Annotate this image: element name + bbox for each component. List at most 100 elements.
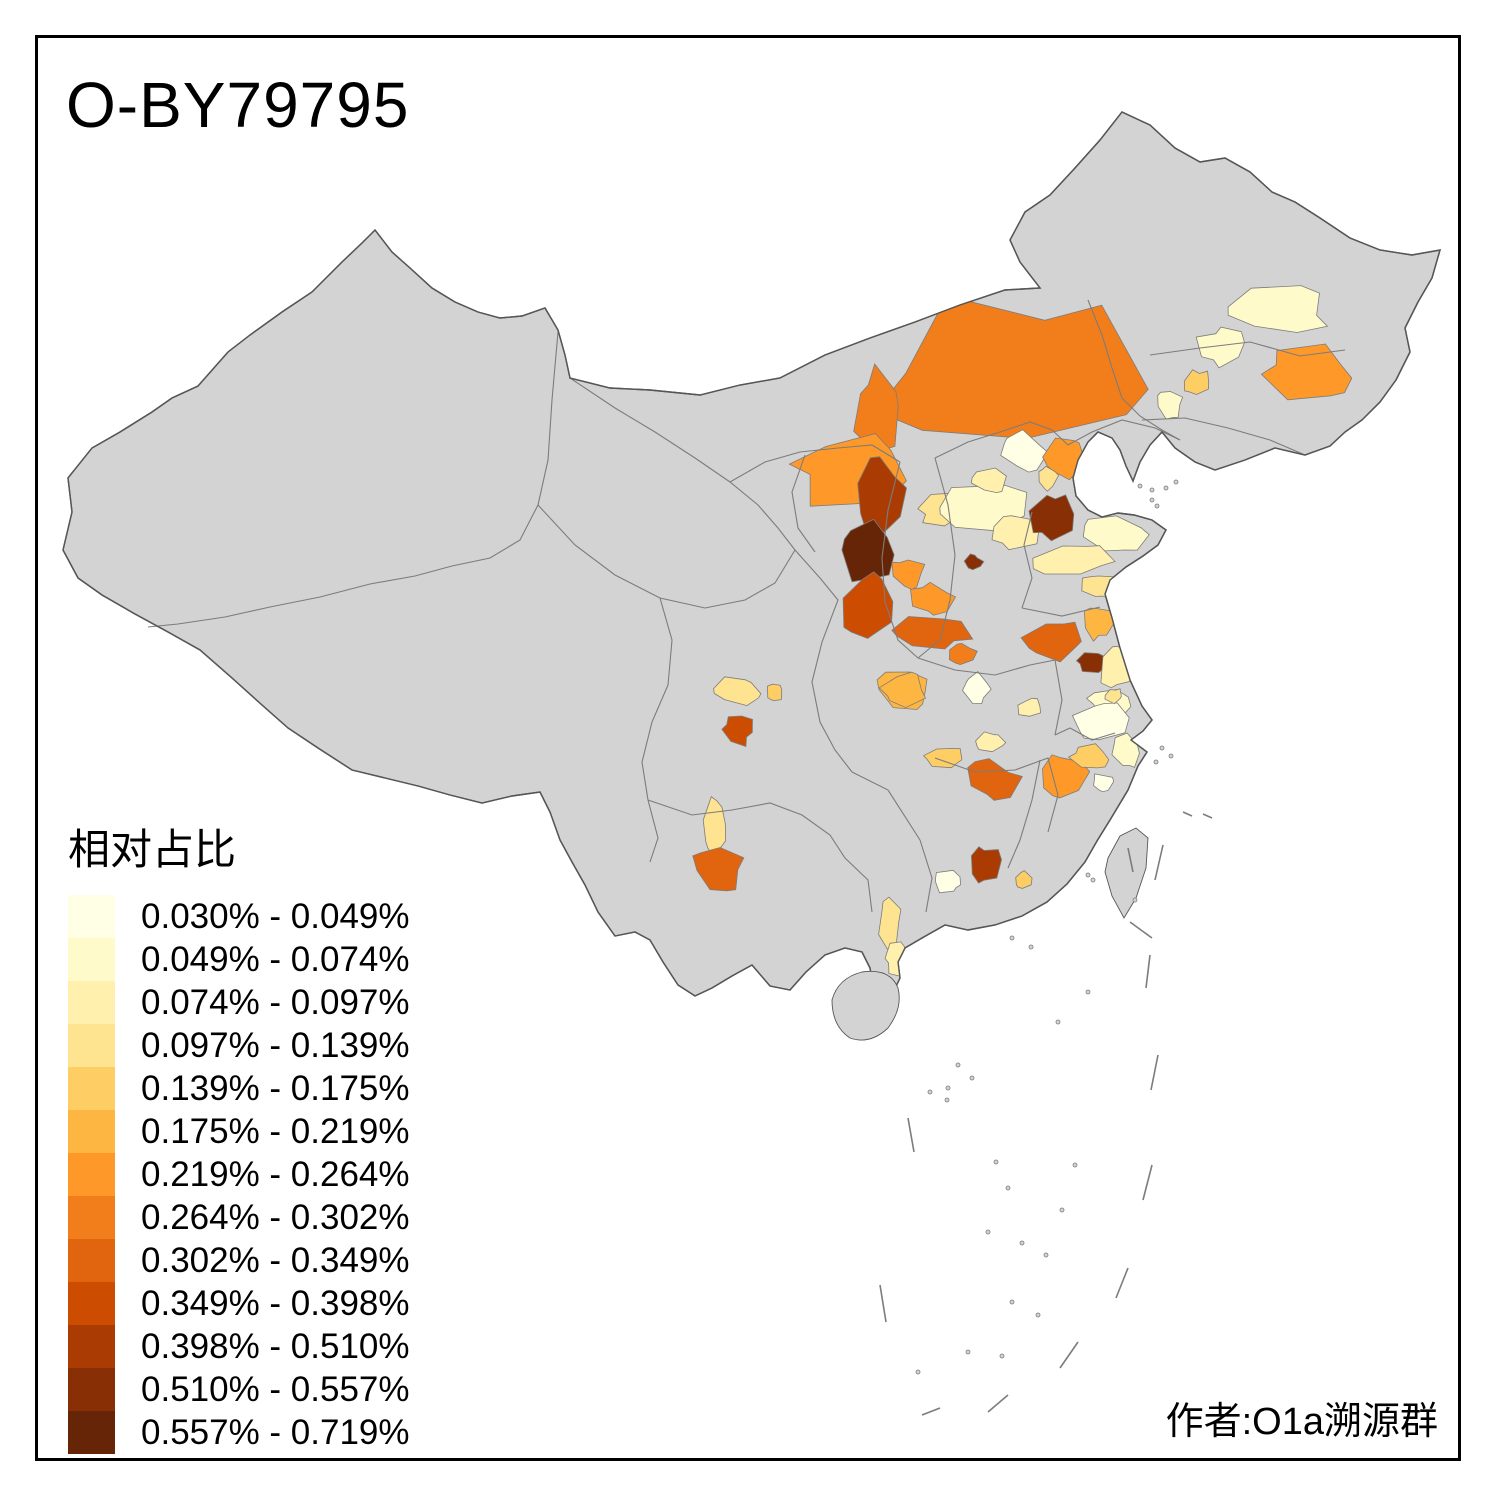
map-region	[766, 683, 783, 701]
legend-swatch	[68, 1110, 115, 1153]
choropleth-regions	[692, 285, 1353, 977]
map-region	[1082, 515, 1150, 552]
islet-dot	[1009, 935, 1015, 941]
legend-label: 0.074% - 0.097%	[141, 982, 410, 1022]
map-region	[1227, 285, 1329, 333]
map-region	[1081, 575, 1121, 598]
map-region	[1042, 754, 1091, 799]
islet-dot	[1173, 479, 1179, 485]
legend-item: 0.097% - 0.139%	[68, 1024, 410, 1067]
map-region	[1038, 465, 1060, 492]
islet-dot	[1019, 1240, 1025, 1246]
map-region	[692, 847, 745, 892]
legend-item: 0.074% - 0.097%	[68, 981, 410, 1024]
legend-label: 0.049% - 0.074%	[141, 939, 410, 979]
islands	[831, 827, 1149, 1041]
legend-item: 0.139% - 0.175%	[68, 1067, 410, 1110]
legend-swatch	[68, 1067, 115, 1110]
legend-swatch	[68, 1411, 115, 1454]
legend-label: 0.097% - 0.139%	[141, 1025, 410, 1065]
map-region	[934, 869, 962, 894]
islet-dot	[1085, 872, 1091, 878]
islet-dot	[1090, 877, 1096, 883]
islet-dot	[1028, 944, 1034, 950]
legend-item: 0.175% - 0.219%	[68, 1110, 410, 1153]
map-region	[991, 515, 1040, 551]
legend-label: 0.139% - 0.175%	[141, 1068, 410, 1108]
islet-dot	[1009, 1299, 1015, 1305]
map-region	[975, 731, 1007, 753]
legend-item: 0.349% - 0.398%	[68, 1282, 410, 1325]
legend-item: 0.510% - 0.557%	[68, 1368, 410, 1411]
islet-dot	[945, 1085, 951, 1091]
islet-dot	[944, 1097, 950, 1103]
legend-swatch	[68, 1282, 115, 1325]
legend-item: 0.302% - 0.349%	[68, 1239, 410, 1282]
legend-label: 0.398% - 0.510%	[141, 1326, 410, 1366]
islet-dot	[1149, 487, 1155, 493]
legend-title: 相对占比	[68, 826, 237, 873]
legend-item: 0.557% - 0.719%	[68, 1411, 410, 1454]
legend-label: 0.557% - 0.719%	[141, 1412, 410, 1452]
islet-dot	[985, 1229, 991, 1235]
islet-dot	[1035, 1312, 1041, 1318]
map-region	[1067, 743, 1110, 769]
map-region	[1032, 545, 1116, 575]
legend-label: 0.219% - 0.264%	[141, 1154, 410, 1194]
legend-swatch	[68, 1196, 115, 1239]
islet-dot	[1159, 745, 1165, 751]
legend-label: 0.349% - 0.398%	[141, 1283, 410, 1323]
map-region	[1104, 688, 1122, 705]
page-title: O-BY79795	[66, 69, 410, 141]
map-region	[1015, 870, 1033, 889]
legend-swatch	[68, 1368, 115, 1411]
map-region	[1183, 369, 1210, 395]
map-region	[1017, 697, 1042, 717]
map-region	[721, 715, 753, 748]
legend-swatch	[68, 1325, 115, 1368]
legend-swatch	[68, 981, 115, 1024]
legend-item: 0.264% - 0.302%	[68, 1196, 410, 1239]
legend-label: 0.264% - 0.302%	[141, 1197, 410, 1237]
islet-dot	[1137, 483, 1143, 489]
map-region	[970, 846, 1002, 884]
legend-item: 0.398% - 0.510%	[68, 1325, 410, 1368]
legend-rows: 0.030% - 0.049% 0.049% - 0.074% 0.074% - 0…	[68, 895, 410, 1454]
islet-dot	[1132, 897, 1138, 903]
map-region	[948, 642, 978, 666]
islet-dot	[965, 1349, 971, 1355]
islet-dot	[1149, 497, 1155, 503]
map-region	[967, 758, 1023, 801]
map-region	[842, 571, 894, 639]
islet-dot	[1059, 1207, 1065, 1213]
islet-dot	[1168, 753, 1174, 759]
map-region	[1093, 773, 1115, 793]
islet-dot	[955, 1062, 961, 1068]
map-region	[1260, 343, 1353, 401]
legend-swatch	[68, 1024, 115, 1067]
hainan-island	[831, 970, 900, 1041]
islet-dot	[1043, 1252, 1049, 1258]
islet-dot	[1153, 759, 1159, 765]
islet-dot	[1055, 1019, 1061, 1025]
legend-item: 0.219% - 0.264%	[68, 1153, 410, 1196]
taiwan-island	[1104, 827, 1149, 919]
legend-label: 0.175% - 0.219%	[141, 1111, 410, 1151]
map-region	[1157, 391, 1184, 420]
legend-swatch	[68, 895, 115, 938]
map-region	[891, 616, 974, 650]
legend-swatch	[68, 1153, 115, 1196]
province-boundaries	[147, 299, 1346, 913]
map-region	[1083, 607, 1118, 642]
map-region	[1195, 326, 1245, 369]
map-region	[1020, 621, 1082, 663]
islet-dot	[1072, 1162, 1078, 1168]
legend-swatch	[68, 938, 115, 981]
map-region	[891, 559, 926, 591]
islet-dot	[1005, 1185, 1011, 1191]
sea-dash-lines	[879, 811, 1213, 1416]
map-region	[878, 671, 927, 709]
legend-item: 0.030% - 0.049%	[68, 895, 410, 938]
map-region	[962, 671, 992, 705]
